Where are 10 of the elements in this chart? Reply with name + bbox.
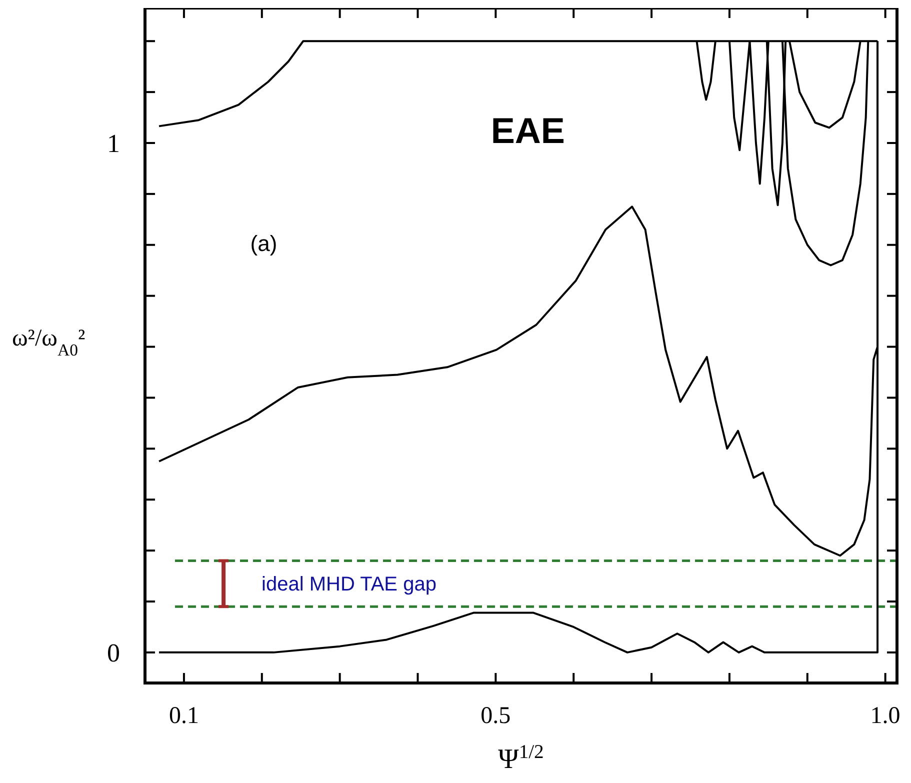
annotation: (a)	[250, 231, 278, 256]
x-tick-label: 0.1	[168, 703, 199, 729]
annotation: EAE	[490, 110, 565, 151]
x-tick-label: 1.0	[870, 703, 900, 729]
y-tick-label: 1	[107, 129, 120, 158]
y-tick-label: 0	[107, 638, 120, 668]
y-axis-title: ω²/ω$_{A0}$²	[12, 326, 86, 359]
x-axis-title: Ψ$^{1/2}$	[498, 742, 544, 775]
annotation: ideal MHD TAE gap	[262, 574, 436, 596]
x-tick-label: 0.5	[480, 703, 511, 729]
